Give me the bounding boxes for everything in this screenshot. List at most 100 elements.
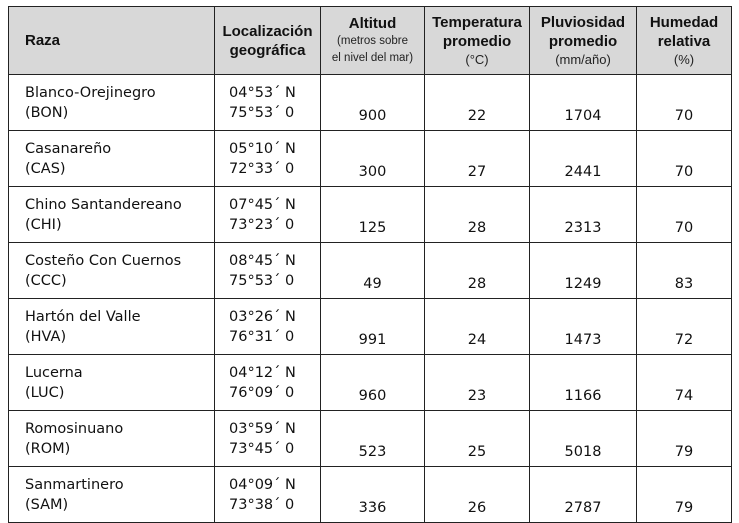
altitud-cell: 523 [320, 410, 425, 467]
raza-cell: Blanco-Orejinegro (BON) [8, 74, 215, 131]
temperatura-cell: 25 [424, 410, 530, 467]
header-humedad: Humedad relativa (%) [636, 6, 732, 75]
header-humedad-label2: relativa [657, 32, 711, 50]
raza-name: Sanmartinero [25, 476, 124, 493]
altitud-cell: 900 [320, 74, 425, 131]
humedad-cell: 79 [636, 410, 732, 467]
pluviosidad-cell: 1249 [529, 242, 637, 299]
altitud-cell: 991 [320, 298, 425, 355]
longitude: 75°53´ 0 [229, 104, 295, 121]
longitude: 72°33´ 0 [229, 160, 295, 177]
header-raza-label: Raza [25, 32, 61, 49]
longitude: 73°45´ 0 [229, 440, 295, 457]
localizacion-cell: 08°45´ N 75°53´ 0 [214, 242, 321, 299]
header-altitud: Altitud (metros sobre el nivel del mar) [320, 6, 425, 75]
raza-code: (LUC) [25, 384, 65, 401]
table-row: Chino Santandereano (CHI) 07°45´ N 73°23´ … [8, 186, 732, 243]
raza-name: Lucerna [25, 364, 83, 381]
header-temperatura: Temperatura promedio (°C) [424, 6, 530, 75]
header-pluviosidad: Pluviosidad promedio (mm/año) [529, 6, 637, 75]
header-altitud-label: Altitud [348, 15, 397, 32]
raza-code: (ROM) [25, 440, 71, 457]
altitud-cell: 49 [320, 242, 425, 299]
humedad-cell: 70 [636, 130, 732, 187]
raza-cell: Chino Santandereano (CHI) [8, 186, 215, 243]
humedad-cell: 74 [636, 354, 732, 411]
table-row: Romosinuano (ROM) 03°59´ N 73°45´ 0 523 25… [8, 410, 732, 467]
header-temperatura-label: Temperatura [432, 13, 522, 31]
table-row: Hartón del Valle (HVA) 03°26´ N 76°31´ 0 9… [8, 298, 732, 355]
pluviosidad-cell: 1166 [529, 354, 637, 411]
raza-code: (BON) [25, 104, 69, 121]
header-humedad-label: Humedad [649, 13, 719, 31]
altitud-cell: 336 [320, 466, 425, 523]
header-temperatura-label2: promedio [442, 32, 512, 50]
raza-name: Hartón del Valle [25, 308, 141, 325]
raza-code: (HVA) [25, 328, 67, 345]
header-pluviosidad-label2: promedio [548, 32, 618, 50]
table-row: Lucerna (LUC) 04°12´ N 76°09´ 0 960 23 116… [8, 354, 732, 411]
localizacion-cell: 05°10´ N 72°33´ 0 [214, 130, 321, 187]
header-humedad-unit: (%) [673, 51, 695, 67]
humedad-cell: 79 [636, 466, 732, 523]
raza-cell: Romosinuano (ROM) [8, 410, 215, 467]
humedad-cell: 70 [636, 74, 732, 131]
header-row: Raza Localización geográfica Altitud (me… [8, 6, 732, 75]
latitude: 03°59´ N [229, 420, 296, 437]
localizacion-cell: 03°26´ N 76°31´ 0 [214, 298, 321, 355]
latitude: 03°26´ N [229, 308, 296, 325]
longitude: 75°53´ 0 [229, 272, 295, 289]
temperatura-cell: 24 [424, 298, 530, 355]
temperatura-cell: 26 [424, 466, 530, 523]
raza-name: Romosinuano [25, 420, 124, 437]
raza-name: Casanareño [25, 140, 112, 157]
header-altitud-unit-line2: el nivel del mar) [331, 52, 414, 64]
raza-cell: Hartón del Valle (HVA) [8, 298, 215, 355]
temperatura-cell: 28 [424, 242, 530, 299]
header-altitud-unit-line1: (metros sobre [337, 35, 408, 47]
temperatura-cell: 27 [424, 130, 530, 187]
altitud-cell: 960 [320, 354, 425, 411]
temperatura-cell: 23 [424, 354, 530, 411]
header-temperatura-unit: (°C) [465, 51, 489, 67]
breeds-table-container: Raza Localización geográfica Altitud (me… [8, 6, 732, 523]
latitude: 04°09´ N [229, 476, 296, 493]
pluviosidad-cell: 2787 [529, 466, 637, 523]
altitud-cell: 125 [320, 186, 425, 243]
humedad-cell: 72 [636, 298, 732, 355]
header-localizacion-line2: geográfica [229, 41, 306, 59]
raza-cell: Lucerna (LUC) [8, 354, 215, 411]
temperatura-cell: 22 [424, 74, 530, 131]
raza-name: Chino Santandereano [25, 196, 182, 213]
localizacion-cell: 03°59´ N 73°45´ 0 [214, 410, 321, 467]
raza-name: Costeño Con Cuernos [25, 252, 182, 269]
latitude: 07°45´ N [229, 196, 296, 213]
pluviosidad-cell: 2441 [529, 130, 637, 187]
header-raza: Raza [8, 6, 215, 75]
altitud-cell: 300 [320, 130, 425, 187]
raza-cell: Casanareño (CAS) [8, 130, 215, 187]
raza-cell: Costeño Con Cuernos (CCC) [8, 242, 215, 299]
latitude: 04°12´ N [229, 364, 296, 381]
pluviosidad-cell: 5018 [529, 410, 637, 467]
raza-code: (CCC) [25, 272, 67, 289]
header-pluviosidad-unit: (mm/año) [555, 51, 611, 67]
localizacion-cell: 04°09´ N 73°38´ 0 [214, 466, 321, 523]
longitude: 73°38´ 0 [229, 496, 295, 513]
localizacion-cell: 04°53´ N 75°53´ 0 [214, 74, 321, 131]
table-row: Sanmartinero (SAM) 04°09´ N 73°38´ 0 336 2… [8, 466, 732, 523]
header-localizacion: Localización geográfica [214, 6, 321, 75]
humedad-cell: 70 [636, 186, 732, 243]
pluviosidad-cell: 1704 [529, 74, 637, 131]
raza-code: (CHI) [25, 216, 62, 233]
raza-code: (CAS) [25, 160, 66, 177]
raza-code: (SAM) [25, 496, 69, 513]
longitude: 76°31´ 0 [229, 328, 295, 345]
temperatura-cell: 28 [424, 186, 530, 243]
latitude: 08°45´ N [229, 252, 296, 269]
raza-name: Blanco-Orejinegro [25, 84, 156, 101]
localizacion-cell: 07°45´ N 73°23´ 0 [214, 186, 321, 243]
raza-cell: Sanmartinero (SAM) [8, 466, 215, 523]
header-pluviosidad-label: Pluviosidad [540, 13, 626, 31]
longitude: 76°09´ 0 [229, 384, 295, 401]
